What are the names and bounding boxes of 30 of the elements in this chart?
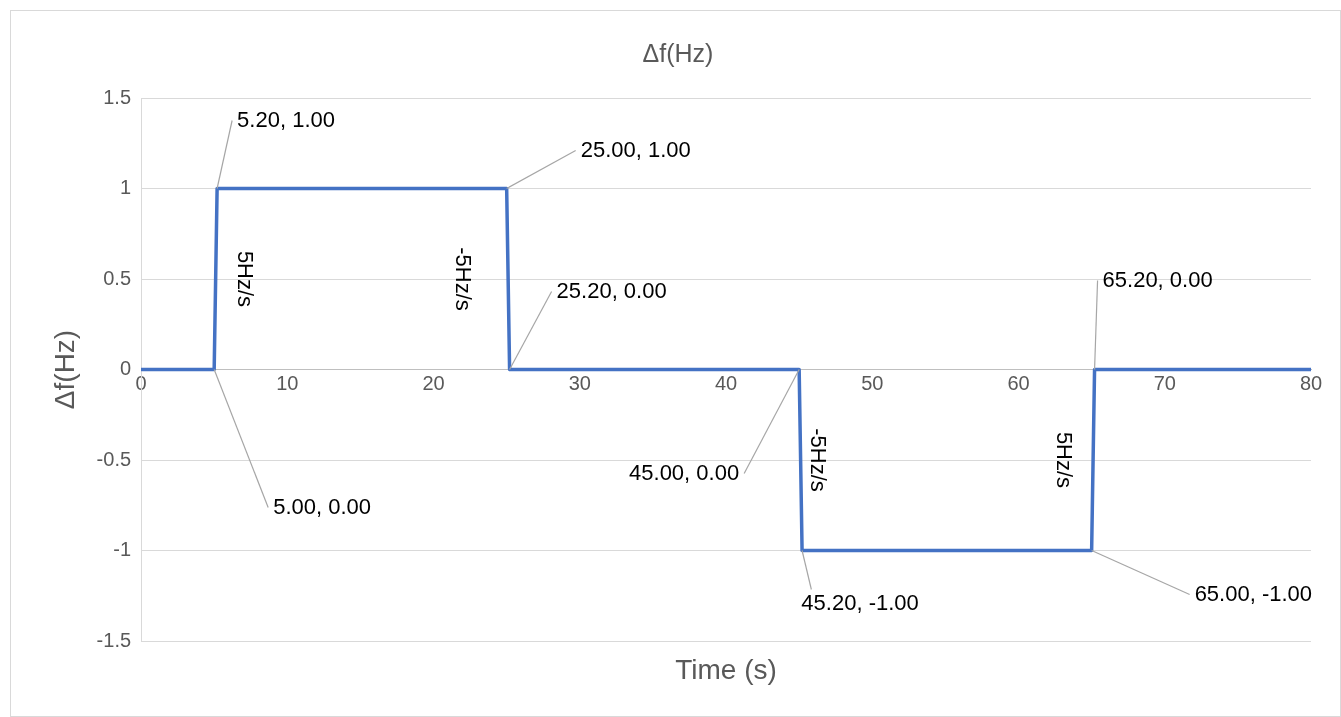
annotation: 5Hz/s: [1052, 431, 1078, 489]
x-tick-label: 30: [568, 372, 591, 395]
annotation: 5.20, 1.00: [237, 106, 335, 132]
annotation: 45.00, 0.00: [629, 459, 740, 485]
x-axis-title: Time (s): [675, 653, 777, 685]
y-tick-label: 0.5: [103, 266, 132, 289]
chart-title: Δf(Hz): [642, 38, 714, 67]
annotation: -5Hz/s: [451, 247, 477, 311]
annotation: 5.00, 0.00: [273, 493, 372, 519]
y-tick-label: -1.5: [96, 628, 132, 651]
annotation: 65.20, 0.00: [1102, 266, 1213, 292]
y-tick-label: -0.5: [96, 447, 132, 470]
x-tick-label: 80: [1299, 372, 1323, 395]
annotation: 5Hz/s: [232, 250, 258, 308]
y-axis-title: Δf(Hz): [48, 329, 80, 410]
annotation: 65.00, -1.00: [1194, 580, 1313, 606]
x-tick-label: 40: [714, 372, 738, 395]
annotation: 25.20, 0.00: [556, 277, 667, 303]
annotation: -5Hz/s: [805, 428, 831, 492]
y-tick-label: 0: [119, 357, 132, 380]
annotation: 25.00, 1.00: [580, 136, 691, 162]
y-tick-label: 1.5: [103, 85, 132, 108]
x-tick-label: 20: [422, 372, 445, 395]
x-tick-label: 10: [276, 372, 299, 395]
y-tick-label: 1: [119, 176, 132, 199]
x-tick-label: 70: [1153, 372, 1176, 395]
y-tick-label: -1: [113, 538, 132, 561]
x-tick-label: 50: [861, 372, 884, 395]
x-tick-label: 60: [1007, 372, 1030, 395]
annotation: 45.20, -1.00: [801, 589, 919, 615]
